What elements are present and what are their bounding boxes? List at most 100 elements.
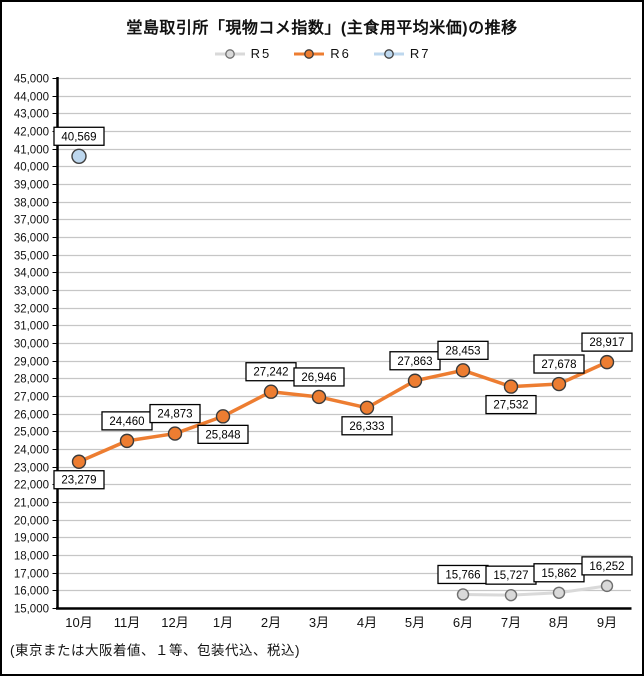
data-label-R6: 27,678 (541, 359, 576, 371)
data-marker-R6 (455, 363, 471, 378)
data-marker-R6 (71, 454, 87, 469)
data-label-R6: 28,917 (589, 337, 624, 349)
y-tick-label: 43,000 (14, 109, 49, 121)
y-tick-label: 39,000 (14, 180, 49, 192)
data-label-box-R6 (341, 416, 393, 436)
data-label-R6: 26,333 (349, 421, 384, 433)
y-tick-label: 41,000 (14, 145, 49, 157)
data-label-R6: 25,848 (205, 429, 240, 441)
y-tick-label: 17,000 (14, 569, 49, 581)
legend-label-R7: R7 (409, 46, 431, 61)
data-label-box-R6 (197, 424, 249, 445)
y-tick-label: 16,000 (14, 586, 49, 598)
y-tick-label: 31,000 (14, 321, 49, 333)
x-tick-label: 11月 (114, 615, 141, 630)
data-label-R6: 27,863 (397, 356, 432, 368)
data-marker-R6 (215, 409, 231, 424)
data-label-R6: 27,532 (493, 400, 528, 412)
data-label-R6: 23,279 (61, 475, 96, 487)
y-tick-label: 15,000 (14, 604, 49, 616)
y-tick-label: 35,000 (14, 251, 49, 263)
y-tick-label: 22,000 (14, 480, 49, 492)
y-tick-label: 30,000 (14, 339, 49, 351)
series-line-R6 (77, 360, 609, 464)
x-tick-label: 6月 (453, 615, 473, 630)
data-marker-R5 (552, 586, 566, 599)
y-tick-label: 24,000 (14, 445, 49, 457)
y-tick-label: 34,000 (14, 268, 49, 280)
y-tick-label: 40,000 (14, 162, 49, 174)
legend-marker-icon-R5 (214, 48, 245, 59)
data-label-R5: 16,252 (589, 561, 624, 573)
data-label-box-R6 (293, 367, 345, 387)
y-tick-label: 20,000 (14, 516, 49, 528)
y-tick-label: 33,000 (14, 286, 49, 298)
y-tick-label: 32,000 (14, 304, 49, 316)
data-marker-R6 (263, 384, 279, 399)
data-label-R6: 24,460 (109, 416, 144, 428)
data-marker-R5 (504, 588, 518, 602)
x-tick-label: 1月 (213, 615, 233, 630)
data-label-R6: 27,242 (253, 367, 288, 379)
data-label-box-R6 (485, 394, 537, 415)
data-marker-R6 (359, 400, 375, 415)
chart-footnote: (東京または大阪着値、１等、包装代込、税込) (10, 643, 300, 658)
y-tick-label: 44,000 (14, 92, 49, 104)
y-tick-label: 36,000 (14, 233, 49, 245)
data-label-box-R5 (581, 556, 633, 576)
y-tick-label: 42,000 (14, 127, 49, 139)
y-tick-label: 26,000 (14, 410, 49, 422)
legend-item-R5: R5 (214, 46, 272, 61)
x-tick-label: 7月 (501, 615, 521, 630)
data-marker-R5 (456, 588, 470, 601)
y-tick-label: 21,000 (14, 498, 49, 510)
data-label-box-R6 (149, 403, 201, 424)
data-label-box-R6 (389, 351, 441, 371)
series-line-R5 (461, 584, 609, 597)
y-tick-label: 28,000 (14, 374, 49, 386)
legend-item-R6: R6 (293, 46, 351, 61)
x-tick-label: 2月 (261, 615, 281, 630)
data-label-R6: 24,873 (157, 409, 192, 421)
data-marker-R6 (551, 376, 567, 392)
legend-label-R5: R5 (250, 46, 272, 61)
legend-item-R7: R7 (373, 46, 431, 61)
data-label-box-R6 (53, 470, 105, 490)
x-tick-label: 8月 (549, 615, 569, 630)
y-tick-label: 45,000 (14, 74, 49, 86)
data-marker-R7 (71, 148, 87, 164)
data-label-box-R6 (581, 332, 633, 352)
y-tick-label: 23,000 (14, 463, 49, 475)
data-label-box-R7 (53, 126, 105, 146)
y-tick-label: 38,000 (14, 198, 49, 210)
legend-label-R6: R6 (330, 46, 351, 61)
data-marker-R6 (407, 373, 423, 388)
legend-marker-icon-R6 (294, 48, 325, 59)
y-tick-label: 37,000 (14, 215, 49, 227)
data-label-R5: 15,727 (493, 570, 528, 582)
legend: R5 R6 R7 (2, 46, 642, 61)
data-marker-R6 (503, 379, 519, 394)
data-marker-R6 (599, 354, 615, 370)
x-tick-label: 3月 (309, 615, 329, 630)
data-label-R6: 26,946 (301, 372, 336, 384)
x-tick-label: 9月 (597, 615, 617, 630)
y-tick-label: 25,000 (14, 427, 49, 439)
y-tick-label: 27,000 (14, 392, 49, 404)
y-tick-label: 19,000 (14, 533, 49, 545)
data-marker-R6 (119, 433, 135, 449)
x-tick-label: 4月 (357, 615, 377, 630)
data-marker-R6 (311, 389, 327, 405)
data-marker-R6 (167, 426, 183, 441)
data-label-box-R6 (533, 354, 585, 374)
y-tick-label: 29,000 (14, 357, 49, 369)
data-label-box-R6 (437, 340, 489, 360)
x-tick-label: 5月 (405, 615, 425, 630)
data-label-R7: 40,569 (61, 131, 96, 143)
x-tick-label: 12月 (161, 615, 188, 630)
x-tick-label: 10月 (65, 615, 92, 630)
data-marker-R5 (600, 579, 614, 593)
chart-title: 堂島取引所「現物コメ指数」(主食用平均米価)の推移 (126, 20, 518, 37)
